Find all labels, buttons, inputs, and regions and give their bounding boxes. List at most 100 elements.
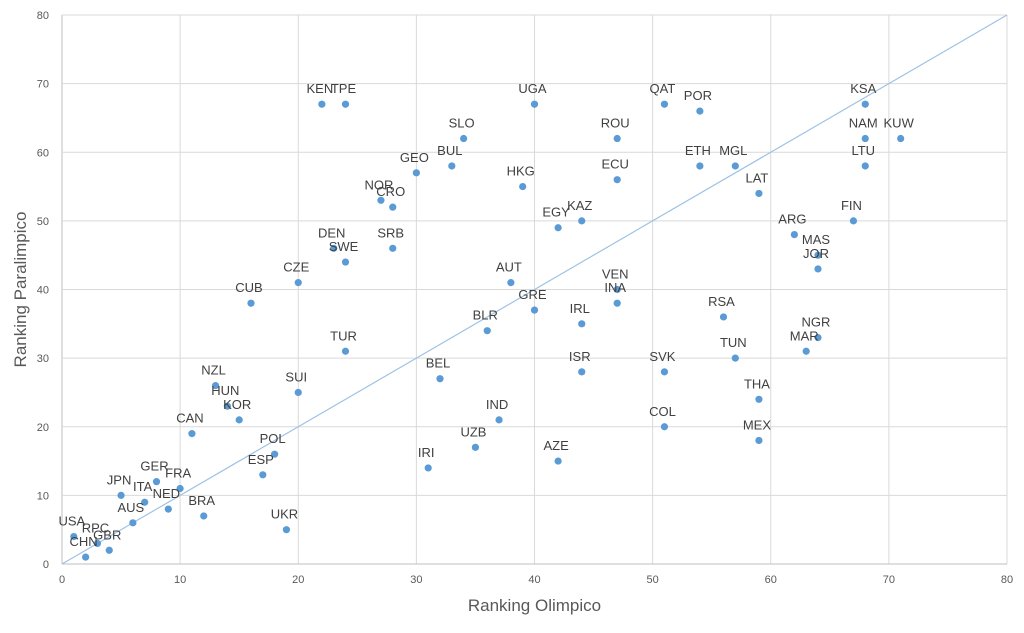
point-label: TUN	[720, 335, 747, 350]
point-label: MAS	[802, 232, 831, 247]
data-point	[129, 519, 137, 527]
data-point	[660, 100, 669, 108]
point-label: KEN	[307, 81, 334, 96]
x-tick-label: 40	[528, 574, 540, 586]
data-point	[341, 100, 350, 108]
data-point	[696, 162, 704, 170]
data-point	[176, 484, 184, 493]
data-point	[530, 100, 539, 108]
tick-labels: 0 10 20 30 40 50 60 70 80 0 10 20 30 40 50 60 70 80	[37, 10, 1013, 586]
point-label: IND	[486, 397, 508, 412]
point-label: ISR	[569, 349, 591, 364]
point-label: BEL	[426, 356, 451, 371]
diagonal-reference-line	[61, 14, 1008, 565]
y-tick-label: 20	[37, 422, 49, 434]
point-label: AUS	[118, 500, 145, 515]
point-label: JOR	[803, 246, 829, 261]
data-point	[731, 354, 739, 362]
x-tick-label: 10	[174, 574, 186, 586]
data-point	[188, 430, 196, 438]
x-tick-label: 50	[647, 574, 659, 586]
data-point	[554, 457, 562, 465]
point-label: BRA	[188, 493, 215, 508]
data-point	[318, 100, 326, 108]
point-label: CUB	[235, 280, 262, 295]
y-axis-title: Ranking Paralimpico	[11, 212, 30, 368]
point-label: NAM	[849, 116, 878, 131]
point-label: SVK	[649, 349, 675, 364]
data-point	[719, 313, 728, 321]
data-point	[613, 285, 621, 294]
point-label: DEN	[318, 225, 345, 240]
point-label: NED	[153, 486, 180, 501]
point-label: RSA	[708, 294, 735, 309]
data-point	[483, 327, 491, 335]
point-label: INA	[604, 280, 626, 295]
data-point	[613, 299, 621, 307]
data-point	[93, 539, 102, 548]
data-point	[235, 416, 243, 424]
point-label: NGR	[802, 315, 831, 330]
point-label: KUW	[884, 116, 915, 131]
data-point	[578, 320, 586, 328]
y-tick-label: 60	[37, 147, 49, 159]
data-point	[200, 512, 208, 520]
point-label: THA	[744, 376, 770, 391]
point-label: GBR	[93, 527, 121, 542]
point-label: SWE	[329, 239, 359, 254]
point-label: MGL	[719, 143, 747, 158]
data-point	[814, 251, 822, 259]
data-point	[164, 505, 172, 513]
point-label: IRI	[418, 445, 435, 460]
data-point	[259, 471, 267, 479]
point-label: KOR	[223, 397, 251, 412]
point-label: FRA	[165, 466, 191, 481]
data-point	[755, 436, 763, 445]
point-label: ESP	[248, 452, 274, 467]
data-point	[211, 381, 220, 390]
data-point	[660, 368, 669, 376]
point-label: ETH	[685, 143, 711, 158]
x-tick-label: 30	[410, 574, 422, 586]
point-label: MEX	[743, 417, 772, 432]
data-point	[696, 107, 704, 115]
data-point	[861, 162, 869, 170]
data-point	[660, 423, 669, 431]
data-point	[294, 279, 302, 287]
data-point	[802, 347, 810, 355]
data-point	[755, 189, 763, 198]
point-label: KAZ	[567, 198, 592, 213]
data-point	[861, 134, 869, 143]
point-label: AZE	[543, 438, 569, 453]
data-point	[519, 182, 527, 191]
data-point	[389, 203, 397, 211]
point-label: LTU	[851, 143, 875, 158]
data-point	[814, 265, 822, 273]
data-point	[412, 169, 420, 177]
data-point	[271, 450, 279, 458]
point-label: VEN	[602, 267, 629, 282]
data-point	[530, 306, 539, 314]
data-point	[436, 375, 444, 383]
x-tick-label: 20	[292, 574, 304, 586]
point-label: CRO	[376, 184, 405, 199]
data-points	[70, 100, 905, 561]
point-label: LAT	[745, 170, 768, 185]
data-point	[389, 244, 397, 252]
x-tick-label: 0	[59, 574, 65, 586]
point-label: NZL	[201, 363, 226, 378]
point-label: GEO	[400, 150, 429, 165]
data-point	[448, 162, 456, 170]
y-tick-label: 10	[37, 490, 49, 502]
data-point	[578, 217, 586, 225]
point-label: JPN	[107, 472, 132, 487]
point-label: AUT	[496, 260, 522, 275]
x-tick-label: 60	[765, 574, 777, 586]
y-tick-label: 0	[43, 559, 49, 571]
point-label: POL	[260, 431, 286, 446]
data-point	[341, 347, 350, 355]
point-label: GRE	[518, 287, 547, 302]
point-label: ROU	[601, 116, 630, 131]
